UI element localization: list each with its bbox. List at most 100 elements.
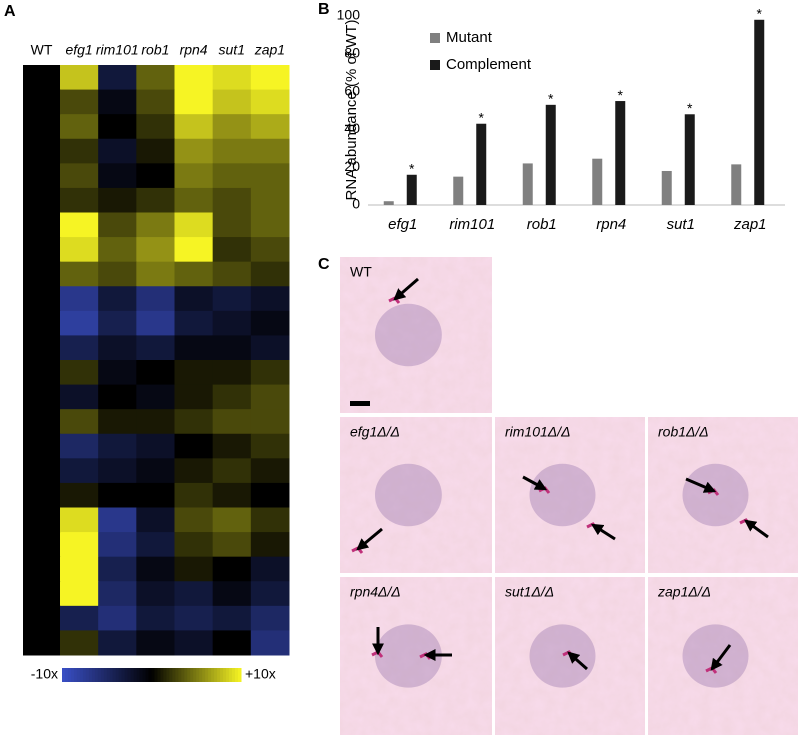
heatmap-cell bbox=[23, 114, 61, 140]
heatmap-cell bbox=[174, 286, 214, 312]
heatmap-cell bbox=[98, 310, 137, 336]
colorbar-step bbox=[196, 668, 200, 682]
heatmap-cell bbox=[98, 65, 137, 91]
column-label: rpn4 bbox=[180, 42, 208, 58]
heatmap-cell bbox=[250, 237, 290, 263]
heatmap-cell bbox=[212, 384, 252, 410]
colorbar-step bbox=[160, 668, 164, 682]
heatmap-cell bbox=[98, 384, 137, 410]
heatmap-cell bbox=[174, 261, 214, 287]
colorbar-step bbox=[220, 668, 224, 682]
colorbar-step bbox=[145, 668, 150, 682]
colorbar-step bbox=[103, 668, 108, 682]
heatmap-cell bbox=[250, 482, 290, 508]
heatmap-cell bbox=[60, 630, 99, 656]
tile-label: rpn4Δ/Δ bbox=[350, 584, 401, 600]
column-label: zap1 bbox=[254, 42, 285, 58]
legend-swatch bbox=[430, 33, 440, 43]
heatmap-cell bbox=[174, 138, 214, 164]
heatmap-cell bbox=[98, 433, 137, 459]
heatmap-cell bbox=[23, 65, 61, 91]
x-tick-label: zap1 bbox=[733, 216, 767, 233]
heatmap-cell bbox=[174, 556, 214, 582]
colorbar-step bbox=[76, 668, 81, 682]
colorbar-step bbox=[73, 668, 78, 682]
heatmap-cell bbox=[174, 384, 214, 410]
bar bbox=[731, 164, 742, 205]
colorbar-step bbox=[115, 668, 120, 682]
heatmap-cell bbox=[23, 556, 61, 582]
panel-label: B bbox=[318, 1, 330, 18]
heatmap-cell bbox=[60, 409, 99, 435]
heatmap-cell bbox=[250, 409, 290, 435]
heatmap-cell bbox=[136, 237, 175, 263]
heatmap-cell bbox=[174, 630, 214, 656]
colorbar-step bbox=[154, 668, 158, 682]
panel-label: C bbox=[318, 256, 330, 273]
heatmap-cell bbox=[23, 237, 61, 263]
heatmap-cell bbox=[174, 458, 214, 484]
heatmap-cell bbox=[60, 605, 99, 631]
heatmap-cell bbox=[98, 335, 137, 361]
heatmap-cell bbox=[250, 310, 290, 336]
heatmap-cell bbox=[250, 532, 290, 558]
colorbar-step bbox=[235, 668, 239, 682]
colorbar-step bbox=[100, 668, 105, 682]
colorbar-step bbox=[136, 668, 141, 682]
colorbar-step bbox=[157, 668, 161, 682]
colorbar-step bbox=[62, 668, 66, 682]
heatmap-cell bbox=[136, 409, 175, 435]
heatmap-cell bbox=[174, 89, 214, 115]
bar bbox=[406, 174, 417, 205]
heatmap-cell bbox=[98, 556, 137, 582]
arrow bbox=[710, 644, 732, 671]
colorbar-step bbox=[205, 668, 209, 682]
tile-label: rim101Δ/Δ bbox=[505, 424, 570, 440]
heatmap-cell bbox=[174, 114, 214, 140]
heatmap-cell bbox=[60, 433, 99, 459]
colorbar-step bbox=[64, 668, 69, 682]
tissue-texture bbox=[495, 417, 645, 573]
colorbar-step bbox=[178, 668, 182, 682]
lesion bbox=[682, 463, 749, 527]
x-tick-label: rim101 bbox=[449, 216, 495, 233]
significance: * bbox=[618, 87, 624, 103]
heatmap-cell bbox=[98, 187, 137, 213]
heatmap-cell bbox=[60, 237, 99, 263]
column-label: sut1 bbox=[219, 42, 245, 58]
colorbar-label: -10x bbox=[31, 666, 58, 682]
heatmap-cell bbox=[174, 532, 214, 558]
heatmap-cell bbox=[250, 581, 290, 607]
arrow bbox=[744, 519, 769, 539]
tissue-texture bbox=[648, 417, 798, 573]
heatmap-cell bbox=[212, 482, 252, 508]
y-tick-label: 0 bbox=[352, 196, 360, 212]
colorbar-step bbox=[112, 668, 117, 682]
tissue-texture bbox=[340, 257, 492, 413]
heatmap-cell bbox=[250, 89, 290, 115]
heatmap-cell bbox=[136, 65, 175, 91]
heatmap-cell bbox=[250, 605, 290, 631]
tile-label: sut1Δ/Δ bbox=[505, 584, 554, 600]
heatmap-cell bbox=[98, 163, 137, 189]
heatmap-cell bbox=[136, 212, 175, 238]
heatmap-cell bbox=[23, 212, 61, 238]
heatmap-cell bbox=[136, 114, 175, 140]
heatmap-cell bbox=[60, 556, 99, 582]
bar bbox=[661, 170, 672, 205]
heatmap-cell bbox=[250, 138, 290, 164]
heatmap-cell bbox=[98, 237, 137, 263]
colorbar-step bbox=[172, 668, 176, 682]
heatmap-cell bbox=[212, 605, 252, 631]
arrow bbox=[685, 477, 717, 493]
colorbar-label: +10x bbox=[245, 666, 276, 682]
heatmap-cell bbox=[23, 335, 61, 361]
heatmap-cell bbox=[98, 630, 137, 656]
scale-bar bbox=[350, 401, 370, 406]
heatmap-cell bbox=[136, 187, 175, 213]
heatmap-cell bbox=[174, 482, 214, 508]
heatmap-cell bbox=[136, 482, 175, 508]
heatmap-cell bbox=[23, 433, 61, 459]
heatmap-cell bbox=[23, 286, 61, 312]
lesion bbox=[682, 624, 749, 688]
